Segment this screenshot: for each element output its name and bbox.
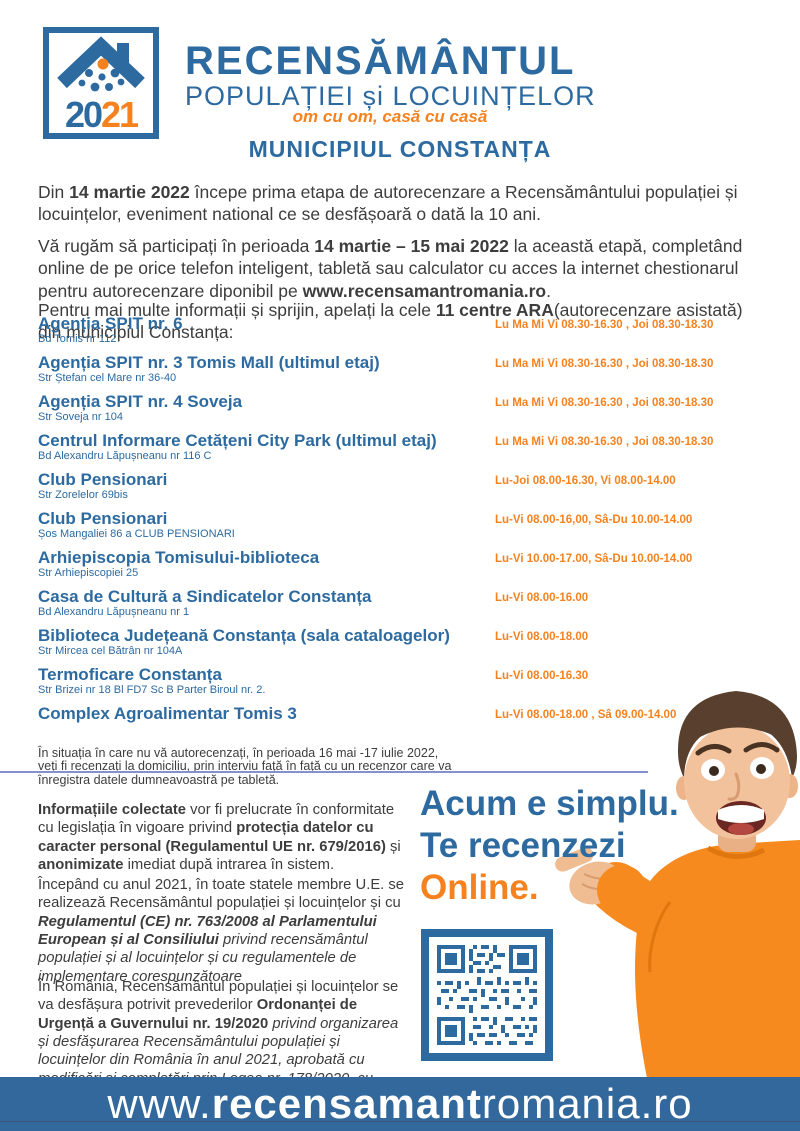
center-address: Bd Alexandru Lăpușneanu nr 1 (38, 606, 190, 618)
center-address: Bd Tomis nr 112 (38, 333, 117, 345)
center-schedule: Lu-Vi 08.00-16.30 (495, 670, 589, 682)
center-name: Agenția SPIT nr. 4 Soveja (38, 392, 243, 411)
text: vor fi prelucrate în conformitate cu leg… (38, 801, 395, 837)
center-name: Casa de Cultură a Sindicatelor Constanța (38, 587, 372, 606)
center-schedule: Lu-Vi 08.00-16,00, Sâ-Du 10.00-14.00 (495, 514, 693, 526)
qr-code-icon (421, 929, 553, 1061)
text: începe prima etapa de autorecenzare a Re… (38, 181, 738, 225)
text: Din (38, 181, 70, 202)
poster-subtitle: POPULAȚIEI și LOCUINȚELOR (185, 81, 596, 111)
center-address: Str Mircea cel Bătrân nr 104A (38, 645, 183, 657)
centers-count-highlight: 11 centre ARA (435, 299, 554, 320)
center-schedule: Lu Ma Mi Vi 08.30-16.30 , Joi 08.30-18.3… (495, 358, 714, 370)
logo-year: 2021 (49, 97, 153, 133)
municipality-title: MUNICIPIUL CONSTANȚA (248, 136, 552, 162)
center-name: Arhiepiscopia Tomisului-biblioteca (38, 548, 320, 567)
door-to-door-note: În situația în care nu vă autorecenzați,… (38, 745, 452, 787)
period-highlight: 14 martie – 15 mai 2022 (314, 235, 509, 256)
text: Pentru mai multe informații și sprijin, … (38, 299, 436, 320)
center-row: Termoficare Constanța Str Brizei nr 18 Bl… (38, 665, 770, 697)
intro-paragraph-3: Pentru mai multe informații și sprijin, … (38, 299, 770, 344)
center-schedule: Lu Ma Mi Vi 08.30-16.30 , Joi 08.30-18.3… (495, 397, 714, 409)
ordinance-highlight: Ordonanței de Urgență a Guvernului nr. 1… (38, 997, 358, 1032)
center-name: Agenția SPIT nr. 3 Tomis Mall (ultimul e… (38, 353, 380, 372)
legal-paragraph-2: Începând cu anul 2021, în toate statele … (38, 876, 406, 986)
legal-paragraph-1: Informațiile colectate vor fi prelucrate… (38, 801, 406, 875)
ara-centers-list: Agenția SPIT nr. 6 Bd Tomis nr 112 Lu Ma … (38, 314, 770, 732)
center-schedule: Lu-Joi 08.00-16.30, Vi 08.00-14.00 (495, 475, 676, 487)
cta-line-2: Te recenzezi (420, 826, 626, 865)
center-schedule: Lu-Vi 08.00-18.00 , Sâ 09.00-14.00 (495, 709, 677, 721)
center-row: Centrul Informare Cetățeni City Park (ul… (38, 431, 770, 463)
center-row: Agenția SPIT nr. 3 Tomis Mall (ultimul e… (38, 353, 770, 385)
footer-url-bold: recensamant (211, 1080, 482, 1127)
cta-line-1: Acum e simplu. (420, 784, 679, 823)
text: Vă rugăm să participați în perioada (38, 235, 315, 256)
intro-paragraph-1: Din 14 martie 2022 începe prima etapa de… (38, 181, 770, 226)
house-icon (57, 36, 145, 92)
center-address: Str Soveja nr 104 (38, 411, 123, 423)
center-row: Club Pensionari Str Zorelelor 69bis Lu-Jo… (38, 470, 770, 502)
center-row: Biblioteca Județeană Constanța (sala cat… (38, 626, 770, 658)
center-address: Str Ștefan cel Mare nr 36-40 (38, 372, 177, 384)
text: anonimizate (38, 857, 124, 874)
center-row: Agenția SPIT nr. 6 Bd Tomis nr 112 Lu Ma … (38, 314, 770, 346)
logo-year-20: 20 (64, 94, 103, 135)
text: . (546, 280, 551, 301)
center-name: Club Pensionari (38, 470, 168, 489)
center-schedule: Lu Ma Mi Vi 08.30-16.30 , Joi 08.30-18.3… (495, 436, 714, 448)
slogan: om cu om, casă cu casă (292, 107, 488, 126)
text: și (385, 838, 401, 855)
center-schedule: Lu-Vi 10.00-17.00, Sâ-Du 10.00-14.00 (495, 553, 693, 565)
text: În România, Recensământul populației și … (38, 978, 399, 1014)
text: Informațiile colectate (38, 801, 187, 818)
center-name: Agenția SPIT nr. 6 (38, 314, 183, 333)
center-row: Agenția SPIT nr. 4 Soveja Str Soveja nr 1… (38, 392, 770, 424)
footer-url-prefix: www. (107, 1080, 212, 1127)
footer-bar: www.recensamantromania.ro (0, 1077, 800, 1131)
text: privind recensământul populației și al l… (38, 932, 368, 985)
logo-year-21: 21 (101, 94, 139, 135)
regulation-highlight: Regulamentul (CE) nr. 763/2008 al Parlam… (38, 913, 377, 949)
center-name: Termoficare Constanța (38, 665, 222, 684)
center-address: Bd Alexandru Lăpușneanu nr 116 C (38, 450, 212, 462)
center-address: Str Brizei nr 18 Bl FD7 Sc B Parter Biro… (38, 684, 266, 696)
center-address: Str Zorelelor 69bis (38, 489, 128, 501)
date-highlight: 14 martie 2022 (69, 181, 190, 202)
center-row: Casa de Cultură a Sindicatelor Constanța… (38, 587, 770, 619)
center-row: Complex Agroalimentar Tomis 3 Lu-Vi 08.0… (38, 704, 770, 725)
center-schedule: Lu-Vi 08.00-18.00 (495, 631, 589, 643)
text: la această etapă, completând online de p… (38, 235, 743, 301)
center-address: Șos Mangaliei 86 a CLUB PENSIONARI (38, 528, 235, 540)
footer-url: www.recensamantromania.ro (107, 1083, 692, 1125)
cta-line-3: Online. (420, 868, 539, 907)
census-2021-logo: 2021 (43, 27, 159, 139)
center-row: Arhiepiscopia Tomisului-biblioteca Str Ar… (38, 548, 770, 580)
center-schedule: Lu Ma Mi Vi 08.30-16.30 , Joi 08.30-18.3… (495, 319, 714, 331)
center-address: Str Arhiepiscopiei 25 (38, 567, 139, 579)
footer-url-suffix: romania.ro (481, 1080, 693, 1127)
poster-title: RECENSĂMÂNTUL (185, 39, 576, 83)
section-divider (0, 771, 648, 773)
center-row: Club Pensionari Șos Mangaliei 86 a CLUB P… (38, 509, 770, 541)
text: (autorecenzare asistată) din municipiul … (38, 299, 743, 343)
center-name: Complex Agroalimentar Tomis 3 (38, 704, 297, 723)
text: imediat după intrarea în sistem. (123, 857, 335, 874)
text: Începând cu anul 2021, în toate statele … (38, 876, 405, 912)
center-name: Club Pensionari (38, 509, 168, 528)
center-name: Centrul Informare Cetățeni City Park (ul… (38, 431, 437, 450)
center-name: Biblioteca Județeană Constanța (sala cat… (38, 626, 450, 645)
person-photo (555, 691, 800, 1078)
website-highlight: www.recensamantromania.ro (302, 280, 547, 301)
center-schedule: Lu-Vi 08.00-16.00 (495, 592, 589, 604)
intro-paragraph-2: Vă rugăm să participați în perioada 14 m… (38, 235, 770, 303)
text: protecția datelor cu caracter personal (… (38, 820, 386, 855)
